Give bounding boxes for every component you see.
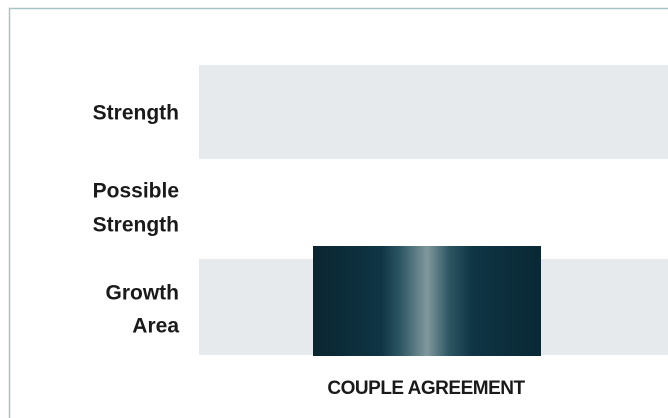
x-axis-label: COUPLE AGREEMENT bbox=[327, 378, 525, 399]
row-label: Growth bbox=[106, 282, 180, 305]
row-label: Strength bbox=[93, 102, 179, 125]
row-band bbox=[199, 65, 668, 159]
row-label: Possible bbox=[93, 180, 179, 203]
indicator-bar bbox=[313, 246, 541, 356]
row-label: Area bbox=[132, 315, 179, 338]
frame bbox=[8, 7, 668, 418]
row-label: Strength bbox=[93, 214, 179, 237]
